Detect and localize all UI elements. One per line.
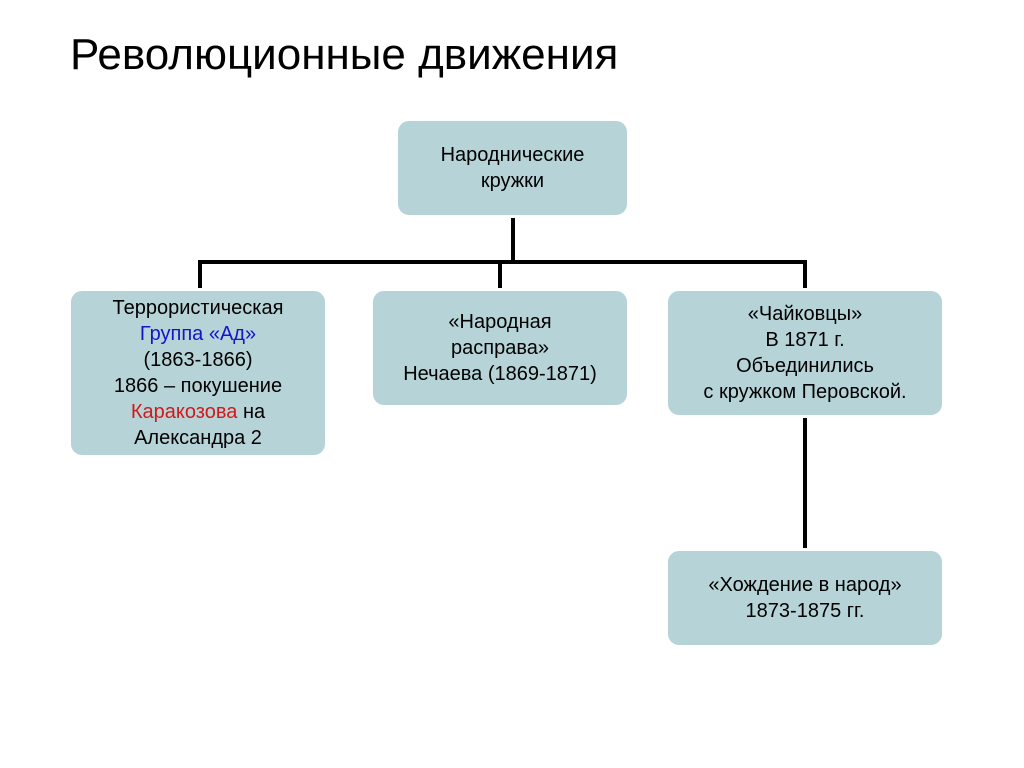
connector-to-child3 <box>803 260 807 288</box>
node-child1-content: ТеррористическаяГруппа «Ад»(1863-1866)18… <box>79 295 317 451</box>
node-root: Народническиекружки <box>395 118 630 218</box>
connector-child3-down <box>803 418 807 548</box>
node-child2-content: «Народнаярасправа»Нечаева (1869-1871) <box>381 309 619 387</box>
node-root-content: Народническиекружки <box>406 142 619 194</box>
slide-title: Революционные движения <box>70 30 618 80</box>
node-grandchild-content: «Хождение в народ»1873-1875 гг. <box>676 572 934 624</box>
connector-to-child2 <box>498 260 502 288</box>
node-grandchild: «Хождение в народ»1873-1875 гг. <box>665 548 945 648</box>
slide: Революционные движения Народническиекруж… <box>0 0 1024 768</box>
connector-root-down <box>511 218 515 264</box>
connector-to-child1 <box>198 260 202 288</box>
node-child1: ТеррористическаяГруппа «Ад»(1863-1866)18… <box>68 288 328 458</box>
node-child3-content: «Чайковцы»В 1871 г.Объединилисьс кружком… <box>676 301 934 405</box>
connector-horiz-bus <box>198 260 807 264</box>
node-child3: «Чайковцы»В 1871 г.Объединилисьс кружком… <box>665 288 945 418</box>
node-child2: «Народнаярасправа»Нечаева (1869-1871) <box>370 288 630 408</box>
